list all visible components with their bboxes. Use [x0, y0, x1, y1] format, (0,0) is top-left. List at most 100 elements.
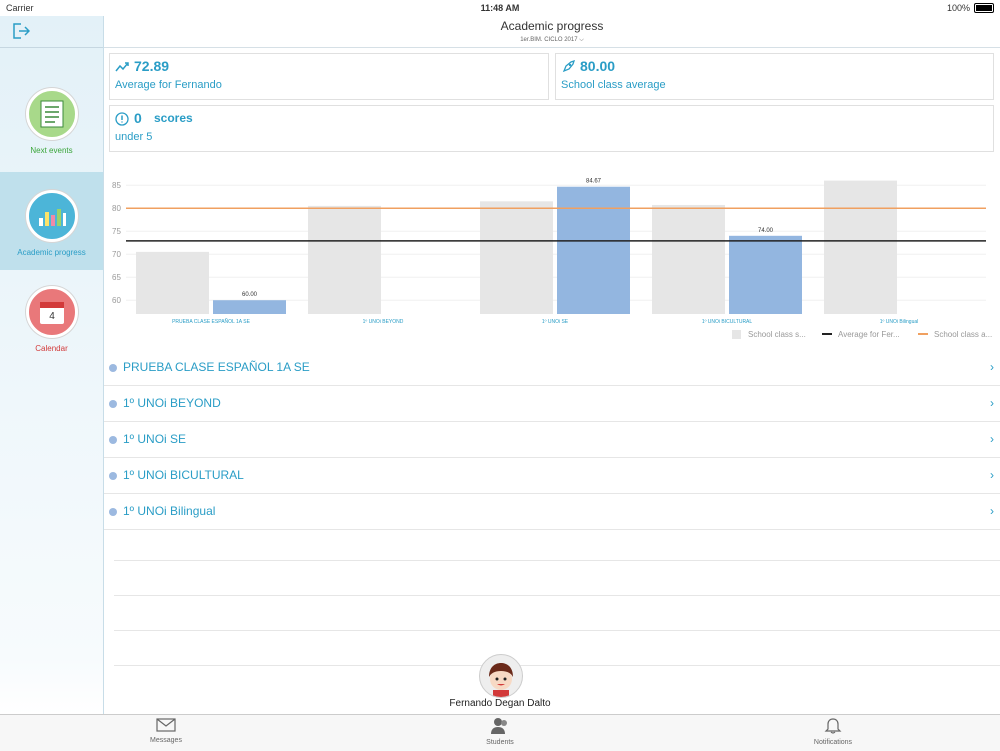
x-tick-label: 1º UNOi Bilingual — [880, 319, 919, 325]
calendar-icon: 4 — [25, 286, 78, 338]
logout-icon[interactable] — [12, 22, 31, 45]
x-tick-label: 1º UNOi BEYOND — [363, 319, 404, 325]
legend-swatch — [732, 330, 741, 339]
tab-bar: Messages Students Notifications — [0, 714, 1000, 751]
battery-icon — [974, 3, 994, 13]
clock: 11:48 AM — [480, 3, 520, 13]
sidebar: Next events Academic progress 4 Calendar — [0, 16, 104, 714]
subject-list: PRUEBA CLASE ESPAÑOL 1A SE › 1º UNOi BEYO… — [104, 350, 1000, 530]
sidebar-item-next-events[interactable]: Next events — [0, 88, 103, 186]
data-label: 60.00 — [242, 292, 258, 298]
class-bar — [652, 204, 725, 314]
subject-name: 1º UNOi SE — [123, 432, 187, 446]
carrier-label: Carrier — [6, 3, 34, 13]
student-bar — [557, 186, 630, 314]
bullet-icon — [109, 472, 117, 480]
bullet-icon — [109, 400, 117, 408]
period-selector[interactable]: 1er.BIM. CICLO 2017 ⌵ — [104, 37, 1000, 44]
bullet-icon — [109, 364, 117, 372]
under5-value: 0 — [134, 110, 142, 126]
chevron-right-icon: › — [990, 504, 994, 518]
page-title: Academic progress — [500, 19, 604, 33]
class-average-label: School class average — [561, 79, 666, 91]
data-label: 74.00 — [758, 228, 774, 234]
student-avatar[interactable] — [479, 654, 523, 698]
battery-percent: 100% — [946, 3, 970, 13]
tab-messages[interactable]: Messages — [106, 717, 226, 744]
class-average-value: 80.00 — [580, 58, 616, 74]
y-tick-label: 80 — [112, 204, 121, 213]
subject-name: 1º UNOi Bilingual — [123, 504, 216, 518]
class-average-card: 80.00 School class average — [555, 53, 994, 100]
divider — [114, 630, 1000, 631]
tab-notifications[interactable]: Notifications — [773, 717, 893, 746]
x-tick-label: 1º UNOi SE — [542, 319, 569, 325]
student-bar — [213, 300, 286, 314]
student-average-value: 72.89 — [134, 58, 170, 74]
y-tick-label: 85 — [112, 181, 121, 190]
chevron-right-icon: › — [990, 468, 994, 482]
bell-icon — [824, 718, 842, 734]
divider — [114, 560, 1000, 561]
sidebar-item-calendar[interactable]: 4 Calendar — [0, 286, 103, 384]
chevron-right-icon: › — [990, 396, 994, 410]
rocket-icon — [561, 59, 576, 79]
y-tick-label: 75 — [112, 227, 121, 236]
nav-header: Academic progress 1er.BIM. CICLO 2017 ⌵ — [104, 16, 1000, 48]
y-tick-label: 70 — [112, 250, 121, 259]
students-icon — [491, 718, 507, 734]
bar-chart: 60 65 70 75 80 85 60.00 PRUEBA CLASE ESPAÑOL 1A… — [112, 179, 992, 339]
alert-icon — [115, 112, 129, 131]
under5-unit: scores — [154, 111, 193, 125]
subject-row[interactable]: 1º UNOi BICULTURAL › — [104, 458, 1000, 494]
calendar-day: 4 — [49, 311, 55, 322]
chevron-down-icon: ⌵ — [579, 37, 584, 43]
legend-label: Average for Fer... — [838, 330, 900, 339]
y-tick-label: 60 — [112, 296, 121, 305]
class-bar — [136, 251, 209, 314]
battery-indicator: 100% — [947, 3, 994, 13]
tab-label: Notifications — [813, 739, 853, 746]
academic-chart: 60 65 70 75 80 85 60.00 PRUEBA CLASE ESPAÑOL 1A… — [110, 172, 1000, 347]
subject-row[interactable]: 1º UNOi Bilingual › — [104, 494, 1000, 530]
bullet-icon — [109, 436, 117, 444]
trend-up-icon — [115, 60, 129, 78]
chevron-right-icon: › — [990, 360, 994, 374]
subject-name: 1º UNOi BEYOND — [123, 396, 221, 410]
class-bar — [824, 180, 897, 314]
student-average-card: 72.89 Average for Fernando — [109, 53, 549, 100]
student-name: Fernando Degan Dalto — [449, 698, 551, 709]
divider — [114, 665, 1000, 666]
sidebar-topbar — [0, 16, 103, 48]
sidebar-item-label: Academic progress — [17, 248, 86, 257]
subject-name: 1º UNOi BICULTURAL — [123, 468, 244, 482]
under5-label: under 5 — [115, 131, 153, 143]
legend-label: School class a... — [934, 330, 992, 339]
chevron-right-icon: › — [990, 432, 994, 446]
sidebar-item-label: Calendar — [35, 344, 68, 353]
x-tick-label: PRUEBA CLASE ESPAÑOL 1A SE — [172, 318, 250, 325]
x-tick-label: 1º UNOi BICULTURAL — [702, 319, 753, 325]
student-bar — [729, 235, 802, 314]
class-bar — [480, 201, 553, 314]
status-bar: Carrier 11:48 AM 100% — [0, 0, 1000, 16]
subject-row[interactable]: 1º UNOi SE › — [104, 422, 1000, 458]
academic-progress-icon — [25, 190, 78, 242]
tab-label: Messages — [150, 737, 182, 744]
class-bar — [308, 205, 381, 314]
period-label: 1er.BIM. CICLO 2017 — [520, 37, 578, 43]
data-label: 84.67 — [586, 179, 602, 185]
subject-row[interactable]: 1º UNOi BEYOND › — [104, 386, 1000, 422]
sidebar-item-academic-progress[interactable]: Academic progress — [0, 172, 103, 270]
bullet-icon — [109, 508, 117, 516]
tab-students[interactable]: Students — [440, 717, 560, 746]
tab-label: Students — [486, 739, 514, 746]
subject-row[interactable]: PRUEBA CLASE ESPAÑOL 1A SE › — [104, 350, 1000, 386]
y-tick-label: 65 — [112, 273, 121, 282]
divider — [114, 595, 1000, 596]
legend-label: School class s... — [748, 330, 806, 339]
sidebar-item-label: Next events — [30, 146, 73, 155]
under5-card: 0 scores under 5 — [109, 105, 994, 152]
envelope-icon — [156, 718, 176, 732]
student-average-label: Average for Fernando — [115, 79, 222, 91]
